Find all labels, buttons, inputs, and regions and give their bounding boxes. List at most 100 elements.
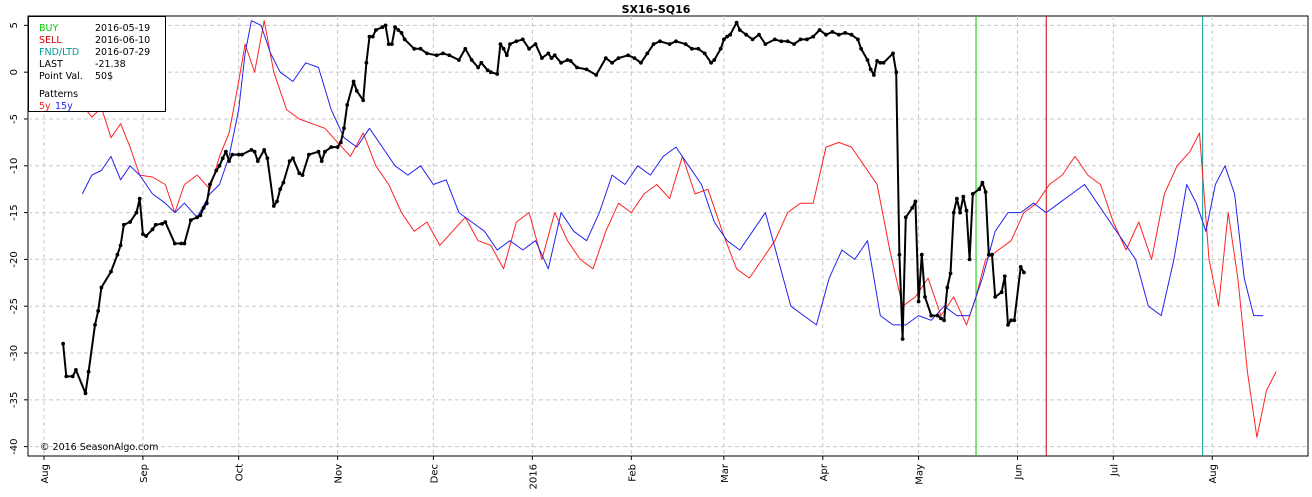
price-point <box>872 73 876 77</box>
price-point <box>335 145 340 150</box>
price-point <box>980 180 985 185</box>
price-point <box>201 206 206 210</box>
legend-buy-value: 2016-05-19 <box>95 23 151 34</box>
price-point <box>214 168 219 173</box>
price-point <box>488 70 493 75</box>
price-point <box>179 241 184 246</box>
price-point <box>96 309 101 313</box>
price-point <box>217 163 222 168</box>
price-point <box>457 58 461 62</box>
x-tick-label: Mar <box>720 463 731 483</box>
price-point <box>99 285 104 290</box>
price-point <box>939 316 943 321</box>
price-point <box>843 31 848 35</box>
y-tick-label: -35 <box>9 392 20 408</box>
price-point <box>316 149 321 154</box>
price-point <box>891 51 895 56</box>
price-point <box>734 20 739 25</box>
price-point <box>856 37 860 42</box>
price-point <box>824 32 828 37</box>
price-point <box>399 31 404 35</box>
price-point <box>86 369 91 374</box>
price-point <box>798 37 803 42</box>
price-point <box>868 67 873 72</box>
price-point <box>498 42 503 46</box>
price-point <box>1002 274 1007 279</box>
price-point <box>878 60 883 65</box>
price-point <box>1018 265 1023 269</box>
x-tick-label: Apr <box>819 463 830 481</box>
price-point <box>485 68 490 73</box>
price-point <box>986 252 991 257</box>
price-point <box>983 190 988 194</box>
price-point <box>897 252 902 257</box>
price-point <box>836 32 841 37</box>
y-tick-label: 0 <box>9 69 20 75</box>
price-point <box>195 215 200 220</box>
price-point <box>383 23 388 28</box>
price-point <box>137 196 142 201</box>
price-point <box>520 37 525 42</box>
price-point <box>964 208 969 213</box>
price-point <box>93 323 97 327</box>
price-point <box>757 32 761 37</box>
price-point <box>942 318 946 323</box>
price-point <box>549 56 554 60</box>
price-point <box>354 89 359 93</box>
price-point <box>696 46 701 51</box>
price-point <box>479 60 484 65</box>
legend-fnd-value: 2016-07-29 <box>95 47 151 58</box>
price-point <box>109 269 113 274</box>
x-tick-label: May <box>915 464 926 485</box>
price-point <box>323 149 327 154</box>
price-point <box>351 79 356 84</box>
x-tick-label: Jul <box>1109 464 1120 477</box>
price-point <box>300 173 305 178</box>
price-point <box>118 243 123 248</box>
price-point <box>702 51 707 56</box>
price-point <box>134 210 139 215</box>
price-point <box>616 56 621 60</box>
price-point <box>220 156 225 161</box>
price-point <box>929 313 934 318</box>
price-point <box>163 220 168 224</box>
price-point <box>737 28 742 32</box>
price-point <box>255 159 260 164</box>
y-tick-label: 5 <box>9 22 20 28</box>
price-point <box>961 194 966 199</box>
price-point <box>919 252 924 257</box>
price-point <box>718 46 723 51</box>
pattern-5y-line <box>81 20 1277 438</box>
price-point <box>172 241 177 246</box>
price-point <box>402 37 407 42</box>
price-point <box>514 39 519 44</box>
price-point <box>811 34 816 39</box>
y-tick-label: -10 <box>9 158 20 174</box>
price-point <box>993 295 998 299</box>
legend-box: BUY 2016-05-19 SELL 2016-06-10 FND/LTD 2… <box>28 16 166 112</box>
price-point <box>667 42 672 46</box>
y-tick-label: -30 <box>9 345 20 361</box>
price-point <box>319 159 324 164</box>
price-point <box>361 98 366 103</box>
price-point <box>364 60 369 65</box>
price-point <box>1012 318 1017 323</box>
price-point <box>224 149 228 154</box>
price-point <box>291 156 295 161</box>
price-point <box>910 206 915 210</box>
price-point <box>626 53 630 58</box>
price-point <box>370 34 375 39</box>
price-point <box>575 65 579 70</box>
price-point <box>725 34 729 39</box>
legend-last-value: -21.38 <box>95 59 126 70</box>
price-point <box>121 222 126 227</box>
x-tick-label: 2016 <box>528 464 539 489</box>
price-point <box>61 341 65 346</box>
price-point <box>278 187 283 192</box>
legend-last-label: LAST <box>39 59 63 70</box>
price-point <box>128 220 133 224</box>
price-point <box>74 368 78 372</box>
price-point <box>425 51 429 56</box>
price-point <box>469 58 474 62</box>
